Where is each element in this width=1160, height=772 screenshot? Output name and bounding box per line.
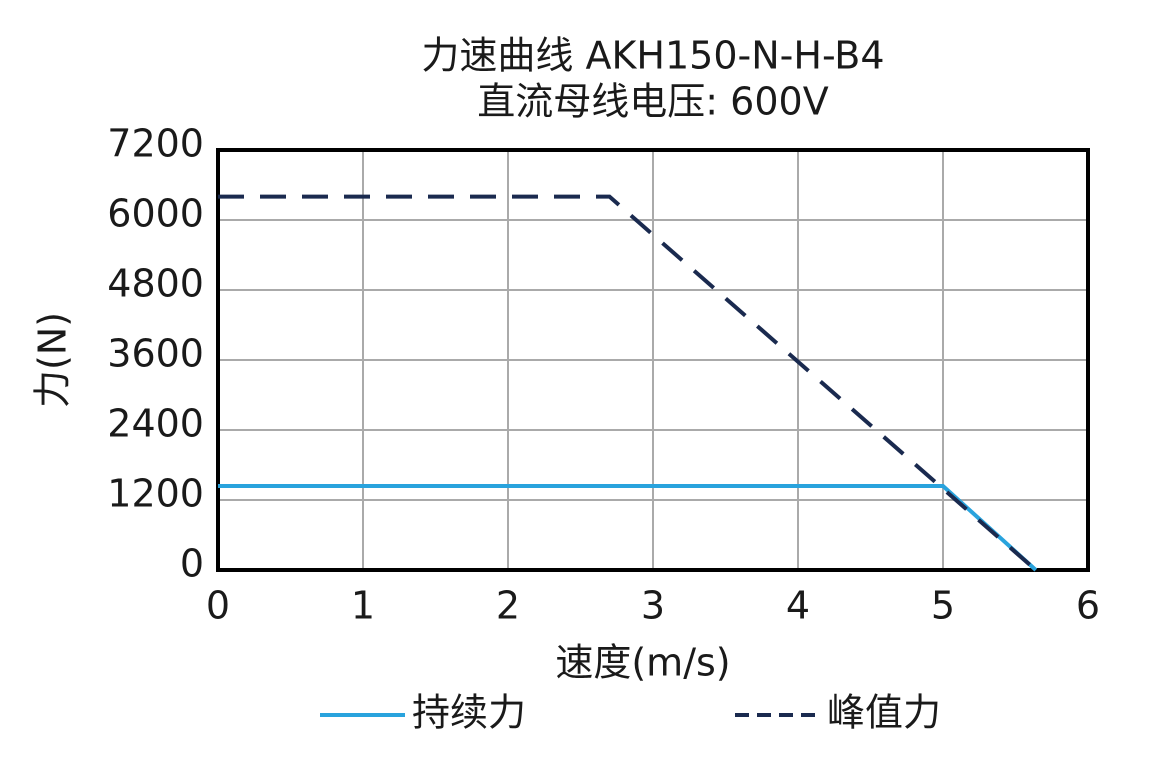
line	[218, 484, 1038, 572]
y-axis-label: 力(N)	[31, 312, 75, 408]
y-tick-label: 2400	[107, 402, 204, 446]
y-tick-label: 3600	[107, 332, 204, 376]
x-tick-label: 2	[496, 584, 520, 628]
x-tick-label: 3	[641, 584, 665, 628]
x-tick-label: 5	[931, 584, 955, 628]
x-tick-label: 0	[206, 584, 230, 628]
x-axis-label: 速度(m/s)	[555, 641, 730, 685]
legend-label: 持续力	[412, 691, 526, 735]
chart-title: 力速曲线 AKH150-N-H-B4	[421, 34, 884, 78]
y-tick-label: 4800	[107, 262, 204, 306]
line	[218, 194, 1038, 572]
y-tick-label: 0	[180, 542, 204, 586]
x-tick-label: 1	[351, 584, 375, 628]
x-tick-label: 4	[786, 584, 810, 628]
chart-subtitle: 直流母线电压: 600V	[477, 80, 828, 124]
y-tick-label: 1200	[107, 472, 204, 516]
x-tick-label: 6	[1076, 584, 1100, 628]
legend-label: 峰值力	[827, 691, 941, 735]
plot-frame	[216, 148, 1090, 572]
y-tick-label: 7200	[107, 122, 204, 166]
y-tick-label: 6000	[107, 192, 204, 236]
